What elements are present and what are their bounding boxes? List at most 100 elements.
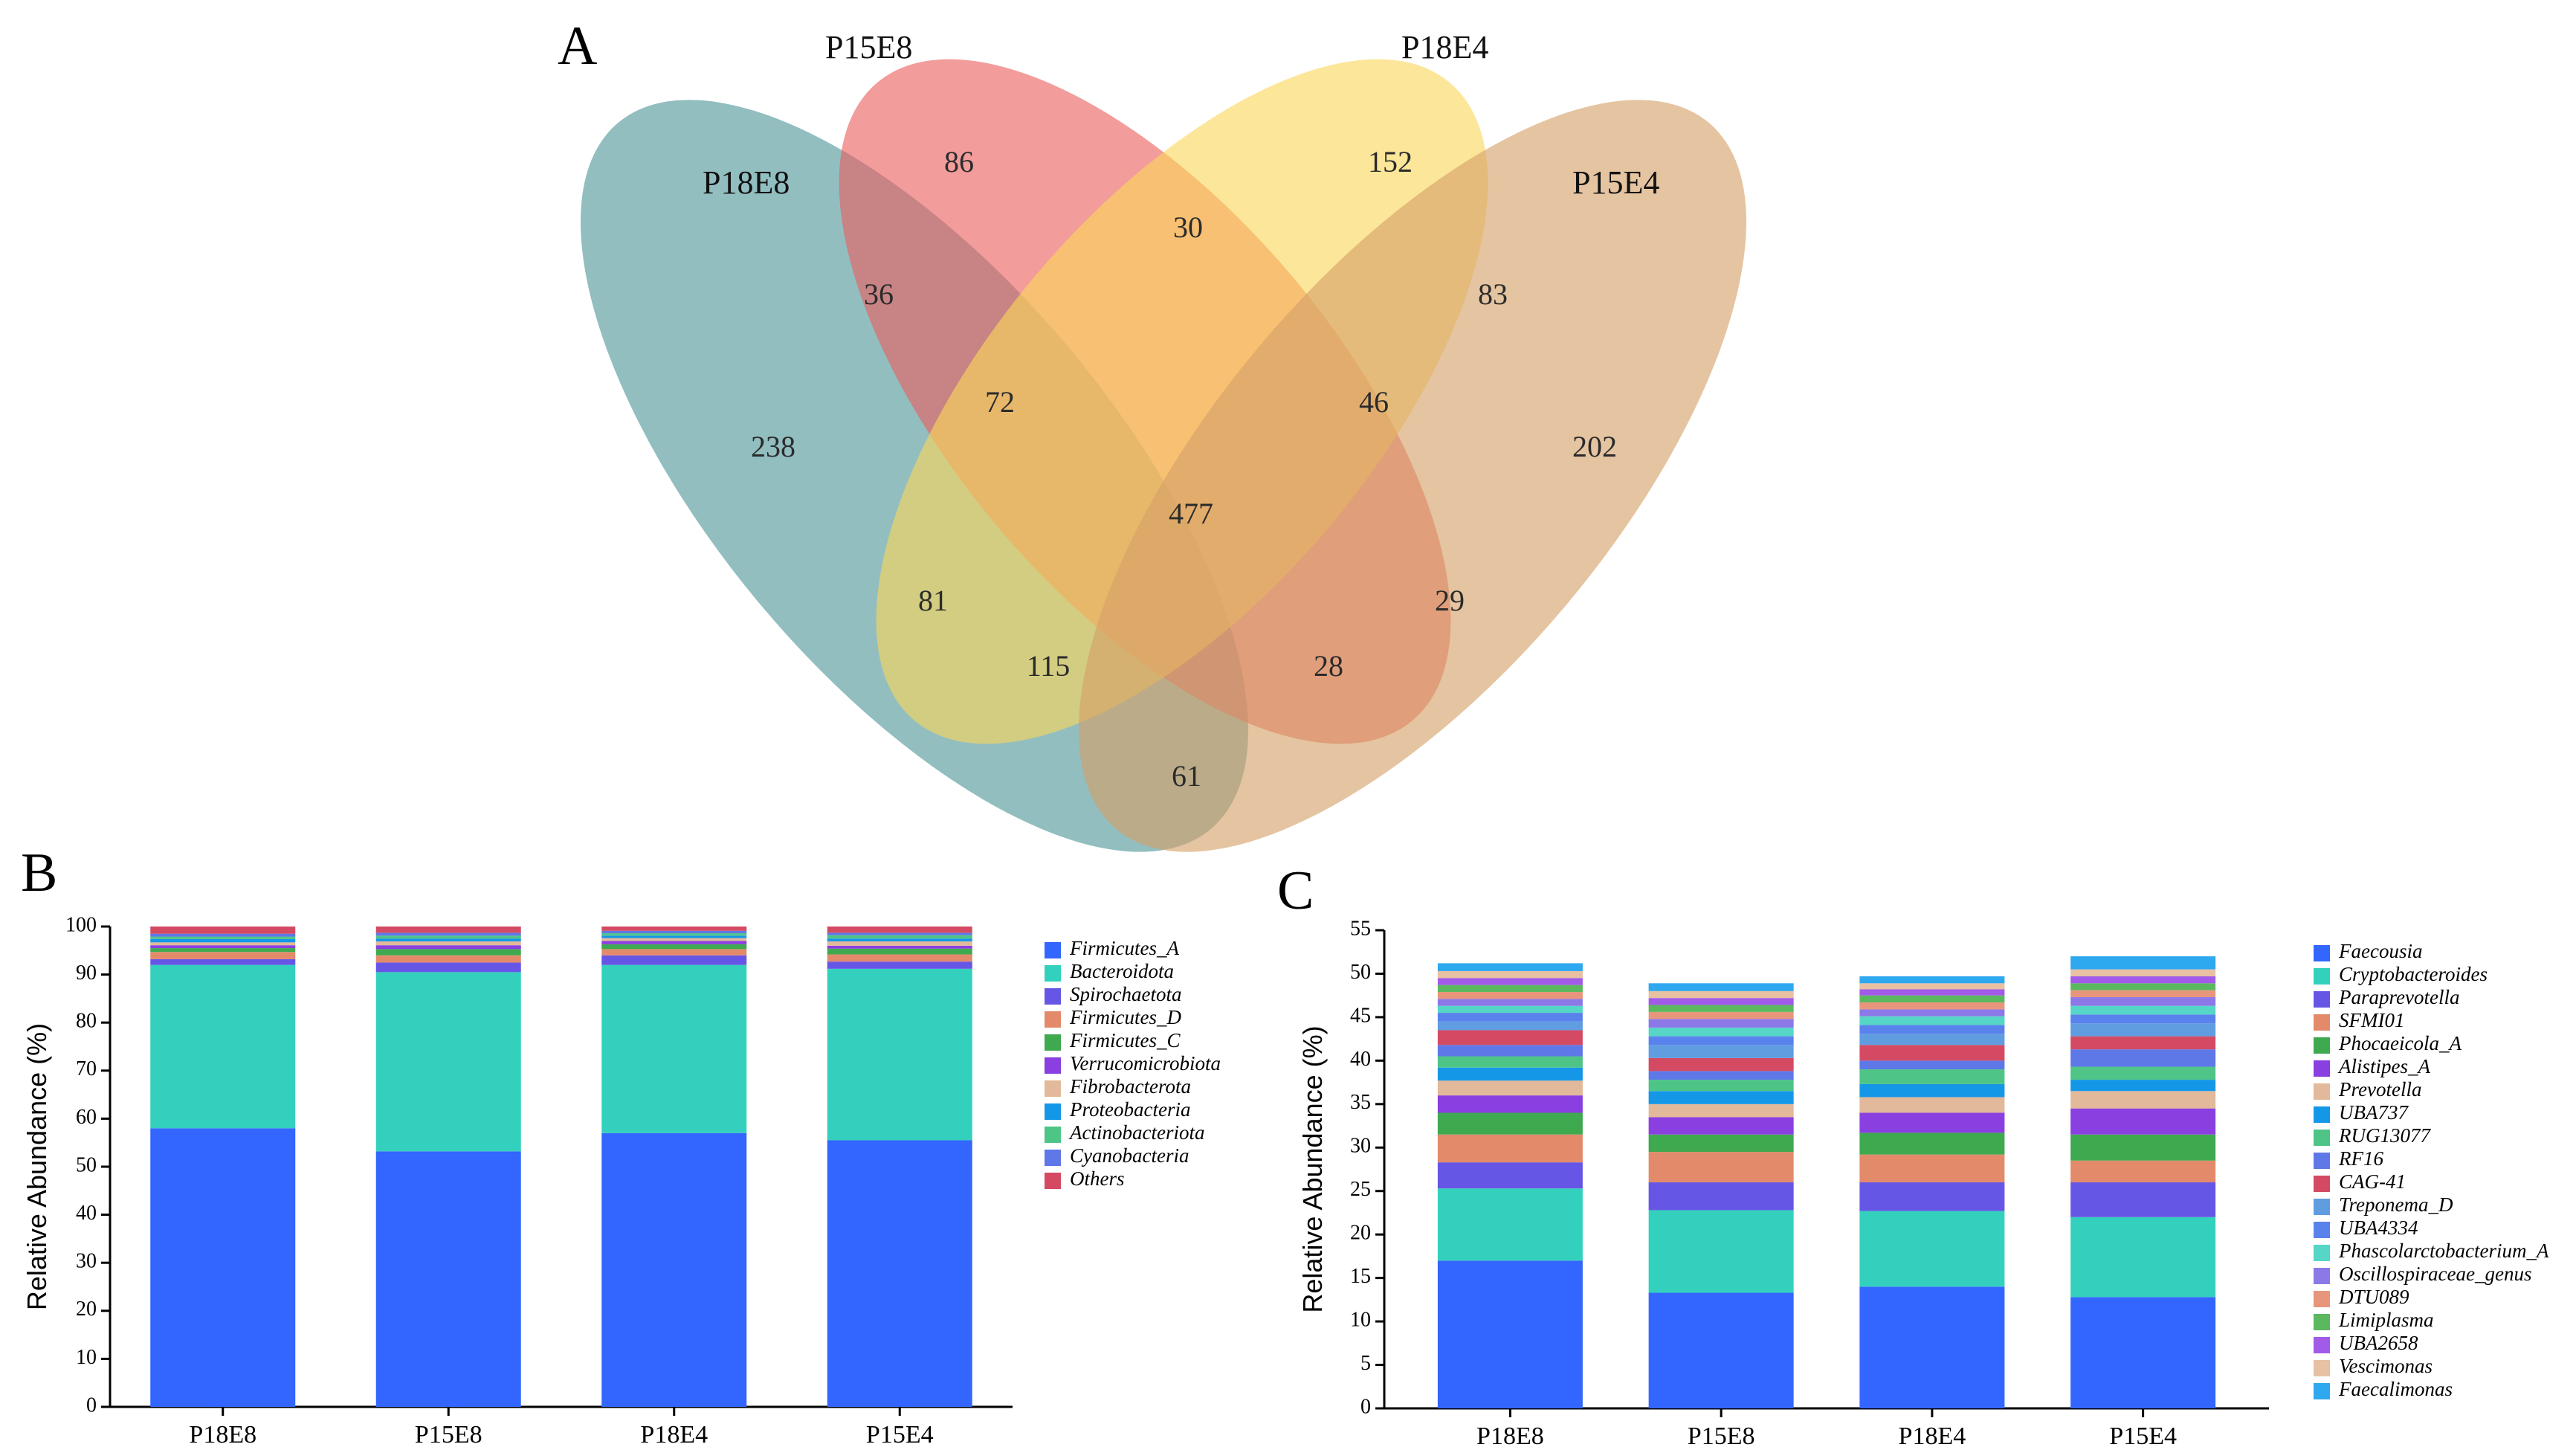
chart-c-bar-p18e4-alistipes-a bbox=[1859, 1112, 2005, 1133]
chart-b-legend-swatch-actinobacteriota bbox=[1045, 1127, 1061, 1143]
chart-c-bar-p18e8-limiplasma bbox=[1437, 985, 1583, 993]
chart-c-bar-p18e4-cryptobacteroides bbox=[1859, 1211, 2005, 1287]
chart-b-bar-p18e4-others bbox=[601, 927, 747, 931]
chart-b-bar-p15e4-cyanobacteria bbox=[827, 932, 972, 935]
chart-b-legend-label-spirochaetota: Spirochaetota bbox=[1070, 983, 1181, 1005]
chart-c-bar-p15e4-treponema-d bbox=[2070, 1023, 2216, 1037]
chart-b-legend-swatch-spirochaetota bbox=[1045, 988, 1061, 1005]
chart-b-bar-p18e8-bacteroidota bbox=[150, 964, 296, 1129]
chart-c-bar-p15e4-rf16 bbox=[2070, 1049, 2216, 1067]
chart-c-legend-swatch-phascolarctobacterium-a bbox=[2314, 1245, 2330, 1261]
chart-b-bar-p18e4-proteobacteria bbox=[601, 935, 747, 938]
chart-b-legend-label-firmicutes-d: Firmicutes_D bbox=[1069, 1006, 1181, 1028]
chart-c-bar-p15e8-faecalimonas bbox=[1648, 983, 1794, 991]
chart-c-bar-p18e4-rf16 bbox=[1859, 1060, 2005, 1070]
chart-b-bar-p15e8-proteobacteria bbox=[375, 938, 521, 942]
chart-c-legend-swatch-dtu089 bbox=[2314, 1291, 2330, 1307]
chart-c-bar-p15e4-phocaeicola-a bbox=[2070, 1134, 2216, 1161]
chart-c-bar-p15e8-uba4334 bbox=[1648, 1036, 1794, 1045]
chart-b-x-tick-label-p18e8: P18E8 bbox=[189, 1421, 256, 1449]
chart-b-y-axis-label: Relative Abundance (%) bbox=[22, 1023, 52, 1310]
chart-c-bar-p15e4-faecalimonas bbox=[2070, 956, 2216, 970]
chart-b-bar-p18e4-fibrobacterota bbox=[601, 938, 747, 941]
chart-c-bar-p15e4-cryptobacteroides bbox=[2070, 1217, 2216, 1298]
chart-b-legend-swatch-fibrobacterota bbox=[1045, 1080, 1061, 1097]
chart-c-legend-label-faecousia: Faecousia bbox=[2338, 940, 2422, 962]
chart-b-bar-p15e4-firmicutes-c bbox=[827, 948, 972, 955]
chart-b-bar-p18e4-actinobacteriota bbox=[601, 933, 747, 936]
chart-b-bar-p18e8-verrucomicrobiota bbox=[150, 945, 296, 949]
chart-b-bar-p18e8-fibrobacterota bbox=[150, 942, 296, 946]
chart-b-y-tick-label-0: 0 bbox=[86, 1393, 97, 1417]
chart-b-legend-label-proteobacteria: Proteobacteria bbox=[1069, 1098, 1190, 1121]
chart-c-x-tick-label-p18e8: P18E8 bbox=[1476, 1422, 1544, 1450]
chart-b-phylum: 0 10 20 30 40 50 60 70 80 90 100 Relative Abundance… bbox=[22, 913, 1221, 1449]
chart-b-legend-label-others: Others bbox=[1070, 1167, 1125, 1190]
chart-c-bar-p18e8-cryptobacteroides bbox=[1437, 1188, 1583, 1261]
chart-c-bar-p15e4-rug13077 bbox=[2070, 1066, 2216, 1080]
chart-b-legend-swatch-firmicutes-c bbox=[1045, 1034, 1061, 1051]
chart-c-bar-p18e4-phocaeicola-a bbox=[1859, 1132, 2005, 1155]
chart-c-legend-label-cryptobacteroides: Cryptobacteroides bbox=[2339, 963, 2488, 985]
chart-b-bar-p15e8-cyanobacteria bbox=[375, 932, 521, 936]
chart-c-legend-label-rf16: RF16 bbox=[2338, 1147, 2383, 1170]
chart-c-y-axis-label: Relative Abundance (%) bbox=[1297, 1025, 1328, 1312]
chart-c-legend-label-phocaeicola-a: Phocaeicola_A bbox=[2338, 1032, 2462, 1054]
chart-b-legend-label-firmicutes-a: Firmicutes_A bbox=[1069, 937, 1179, 959]
chart-c-bar-p15e4-faecousia bbox=[2070, 1297, 2216, 1408]
chart-c-legend-swatch-sfmi01 bbox=[2314, 1014, 2330, 1031]
chart-b-bar-p18e4-bacteroidota bbox=[601, 964, 747, 1133]
chart-c-bar-p18e8-faecousia bbox=[1437, 1260, 1583, 1408]
venn-region-p18e8: 238 bbox=[751, 430, 795, 463]
panel-letter-a: A bbox=[558, 16, 597, 77]
chart-b-bar-p18e8-actinobacteriota bbox=[150, 936, 296, 939]
chart-b-legend-swatch-firmicutes-d bbox=[1045, 1011, 1061, 1028]
chart-c-bar-p18e4-sfmi01 bbox=[1859, 1154, 2005, 1183]
venn-set-label-p18e4: P18E4 bbox=[1401, 29, 1488, 65]
chart-c-bar-p18e4-uba2658 bbox=[1859, 989, 2005, 996]
chart-b-bar-p18e8-spirochaetota bbox=[150, 958, 296, 965]
chart-c-bar-p15e8-phascolarctobacterium-a bbox=[1648, 1027, 1794, 1037]
chart-c-x-tick-label-p15e4: P15E4 bbox=[2109, 1422, 2177, 1450]
chart-b-bar-p18e4-verrucomicrobiota bbox=[601, 941, 747, 944]
chart-b-x-tick-label-p15e4: P15E4 bbox=[866, 1421, 934, 1449]
venn-region-p18e8-p15e8-p15e4: 28 bbox=[1314, 649, 1343, 683]
chart-b-bar-p18e4-cyanobacteria bbox=[601, 930, 747, 934]
chart-c-legend-swatch-phocaeicola-a bbox=[2314, 1037, 2330, 1054]
chart-b-bar-p15e8-firmicutes-a bbox=[375, 1151, 521, 1407]
chart-c-bar-p18e4-oscillospiraceae-genus bbox=[1859, 1009, 2005, 1016]
venn-set-label-p15e8: P15E8 bbox=[825, 29, 912, 65]
venn-region-p15e8-p18e4-p15e4: 46 bbox=[1359, 385, 1389, 419]
chart-b-bar-p15e4-firmicutes-a bbox=[827, 1140, 972, 1407]
chart-b-bar-p15e8-firmicutes-c bbox=[375, 949, 521, 956]
chart-c-bar-p18e8-uba4334 bbox=[1437, 1013, 1583, 1022]
chart-b-legend-label-bacteroidota: Bacteroidota bbox=[1070, 960, 1174, 982]
chart-c-bar-p15e4-cag-41 bbox=[2070, 1036, 2216, 1050]
chart-c-bar-p18e4-uba737 bbox=[1859, 1083, 2005, 1098]
chart-c-legend-label-uba2658: UBA2658 bbox=[2339, 1332, 2418, 1354]
chart-b-bar-p15e8-fibrobacterota bbox=[375, 941, 521, 946]
venn-set-p18e4 bbox=[876, 59, 1488, 744]
venn-region-p18e4-p15e4: 83 bbox=[1478, 277, 1508, 311]
venn-region-p18e4: 152 bbox=[1368, 145, 1413, 178]
chart-c-legend-label-vescimonas: Vescimonas bbox=[2339, 1355, 2433, 1377]
venn-set-label-p18e8: P18E8 bbox=[703, 164, 790, 201]
chart-c-bar-p18e4-cag-41 bbox=[1859, 1045, 2005, 1061]
chart-b-bar-p18e4-firmicutes-d bbox=[601, 949, 747, 956]
chart-c-bar-p15e8-prevotella bbox=[1648, 1103, 1794, 1118]
chart-b-legend-label-cyanobacteria: Cyanobacteria bbox=[1070, 1144, 1189, 1167]
chart-c-bar-p15e4-alistipes-a bbox=[2070, 1108, 2216, 1135]
chart-b-y-tick-label-10: 10 bbox=[76, 1346, 97, 1369]
chart-b-bar-p15e4-firmicutes-d bbox=[827, 954, 972, 962]
chart-c-legend-swatch-prevotella bbox=[2314, 1083, 2330, 1100]
chart-b-bar-p15e8-spirochaetota bbox=[375, 962, 521, 973]
chart-b-bar-p18e8-proteobacteria bbox=[150, 938, 296, 943]
chart-c-bar-p15e4-oscillospiraceae-genus bbox=[2070, 997, 2216, 1006]
chart-c-y-tick-label-50: 50 bbox=[1350, 961, 1371, 984]
chart-c-bar-p18e8-paraprevotella bbox=[1437, 1162, 1583, 1189]
chart-b-bar-p18e4-firmicutes-c bbox=[601, 944, 747, 950]
chart-b-y-tick-label-20: 20 bbox=[76, 1298, 97, 1321]
chart-c-bar-p18e4-uba4334 bbox=[1859, 1025, 2005, 1034]
chart-b-legend-swatch-firmicutes-a bbox=[1045, 942, 1061, 958]
